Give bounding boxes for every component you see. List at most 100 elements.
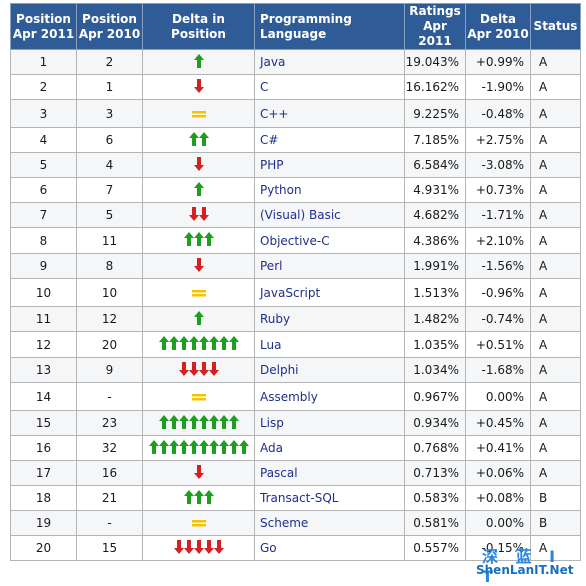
table-row: 8 11 Objective-C 4.386% +2.10% A bbox=[10, 227, 581, 254]
position-2010-cell: 1 bbox=[76, 74, 143, 100]
tiobe-index-table: Position Apr 2011 Position Apr 2010 Delta … bbox=[10, 3, 581, 561]
rating-cell: 0.583% bbox=[404, 485, 466, 511]
language-cell[interactable]: Ada bbox=[254, 435, 405, 461]
arrow-up-icon bbox=[218, 336, 229, 350]
language-cell[interactable]: Go bbox=[254, 535, 405, 561]
arrow-down-icon bbox=[198, 361, 209, 376]
header-delta[interactable]: Delta Apr 2010 bbox=[465, 3, 531, 50]
arrow-up-icon bbox=[203, 232, 214, 246]
position-2011-cell: 1 bbox=[10, 49, 77, 75]
table-row: 10 10 JavaScript 1.513% -0.96% A bbox=[10, 278, 581, 307]
position-2010-cell: 20 bbox=[76, 331, 143, 358]
language-cell[interactable]: Perl bbox=[254, 253, 405, 279]
language-cell[interactable]: Assembly bbox=[254, 382, 405, 411]
arrow-down-icon bbox=[193, 539, 204, 554]
delta-cell: -0.15% bbox=[465, 535, 531, 561]
status-cell: A bbox=[530, 382, 581, 411]
delta-position-cell bbox=[142, 152, 255, 178]
header-position-2010[interactable]: Position Apr 2010 bbox=[76, 3, 143, 50]
arrow-up-icon bbox=[228, 439, 239, 454]
arrow-up-icon bbox=[228, 336, 239, 350]
arrow-up-icon bbox=[203, 489, 214, 504]
language-cell[interactable]: C++ bbox=[254, 99, 405, 128]
position-2010-cell: - bbox=[76, 510, 143, 536]
trend-arrows bbox=[193, 53, 204, 68]
status-cell: A bbox=[530, 535, 581, 561]
arrow-up-icon bbox=[178, 439, 189, 454]
status-cell: A bbox=[530, 253, 581, 279]
language-cell[interactable]: C bbox=[254, 74, 405, 100]
equal-icon bbox=[191, 393, 206, 400]
arrow-up-icon bbox=[158, 439, 169, 454]
header-status[interactable]: Status bbox=[530, 3, 581, 50]
position-2010-cell: 6 bbox=[76, 127, 143, 153]
language-cell[interactable]: JavaScript bbox=[254, 278, 405, 307]
position-2010-cell: 3 bbox=[76, 99, 143, 128]
position-2010-cell: 15 bbox=[76, 535, 143, 561]
delta-position-cell bbox=[142, 177, 255, 203]
table-row: 12 20 Lua 1.035% +0.51% A bbox=[10, 331, 581, 358]
language-cell[interactable]: C# bbox=[254, 127, 405, 153]
position-2011-cell: 18 bbox=[10, 485, 77, 511]
position-2011-cell: 7 bbox=[10, 202, 77, 228]
delta-position-cell bbox=[142, 49, 255, 75]
arrow-up-icon bbox=[183, 489, 194, 504]
position-2011-cell: 4 bbox=[10, 127, 77, 153]
header-position-2011[interactable]: Position Apr 2011 bbox=[10, 3, 77, 50]
language-cell[interactable]: (Visual) Basic bbox=[254, 202, 405, 228]
arrow-down-icon bbox=[188, 206, 199, 221]
delta-position-cell bbox=[142, 331, 255, 358]
rating-cell: 0.581% bbox=[404, 510, 466, 536]
delta-cell: +0.73% bbox=[465, 177, 531, 203]
language-cell[interactable]: Transact-SQL bbox=[254, 485, 405, 511]
arrow-up-icon bbox=[198, 414, 209, 429]
rating-cell: 1.035% bbox=[404, 331, 466, 358]
language-cell[interactable]: Lisp bbox=[254, 410, 405, 436]
language-cell[interactable]: Scheme bbox=[254, 510, 405, 536]
delta-position-cell bbox=[142, 127, 255, 153]
arrow-down-icon bbox=[198, 206, 209, 221]
trend-arrows bbox=[193, 156, 204, 171]
rating-cell: 9.225% bbox=[404, 99, 466, 128]
position-2011-cell: 17 bbox=[10, 460, 77, 486]
header-language[interactable]: Programming Language bbox=[254, 3, 405, 50]
delta-cell: +0.41% bbox=[465, 435, 531, 461]
delta-cell: +0.99% bbox=[465, 49, 531, 75]
status-cell: A bbox=[530, 99, 581, 128]
arrow-up-icon bbox=[193, 53, 204, 68]
language-cell[interactable]: Ruby bbox=[254, 306, 405, 332]
arrow-up-icon bbox=[218, 439, 229, 454]
trend-arrows bbox=[193, 464, 204, 479]
header-ratings[interactable]: Ratings Apr 2011 bbox=[404, 3, 466, 50]
rating-cell: 4.931% bbox=[404, 177, 466, 203]
trend-arrows bbox=[148, 439, 249, 454]
header-delta-position[interactable]: Delta in Position bbox=[142, 3, 255, 50]
language-cell[interactable]: Python bbox=[254, 177, 405, 203]
status-cell: A bbox=[530, 278, 581, 307]
rating-cell: 1.034% bbox=[404, 357, 466, 383]
delta-position-cell bbox=[142, 357, 255, 383]
delta-position-cell bbox=[142, 435, 255, 461]
table-row: 19- Scheme 0.581% 0.00% B bbox=[10, 510, 581, 536]
position-2011-cell: 10 bbox=[10, 278, 77, 307]
rating-cell: 4.386% bbox=[404, 227, 466, 254]
language-cell[interactable]: Java bbox=[254, 49, 405, 75]
trend-arrows bbox=[158, 414, 239, 429]
arrow-down-icon bbox=[173, 539, 184, 554]
position-2011-cell: 14 bbox=[10, 382, 77, 411]
language-cell[interactable]: Lua bbox=[254, 331, 405, 358]
arrow-up-icon bbox=[158, 336, 169, 350]
delta-position-cell bbox=[142, 253, 255, 279]
arrow-down-icon bbox=[183, 539, 194, 554]
language-cell[interactable]: Pascal bbox=[254, 460, 405, 486]
delta-position-cell bbox=[142, 202, 255, 228]
position-2010-cell: - bbox=[76, 382, 143, 411]
language-cell[interactable]: Objective-C bbox=[254, 227, 405, 254]
arrow-up-icon bbox=[193, 489, 204, 504]
status-cell: B bbox=[530, 485, 581, 511]
language-cell[interactable]: PHP bbox=[254, 152, 405, 178]
rating-cell: 7.185% bbox=[404, 127, 466, 153]
position-2011-cell: 2 bbox=[10, 74, 77, 100]
trend-arrows bbox=[183, 489, 214, 504]
language-cell[interactable]: Delphi bbox=[254, 357, 405, 383]
